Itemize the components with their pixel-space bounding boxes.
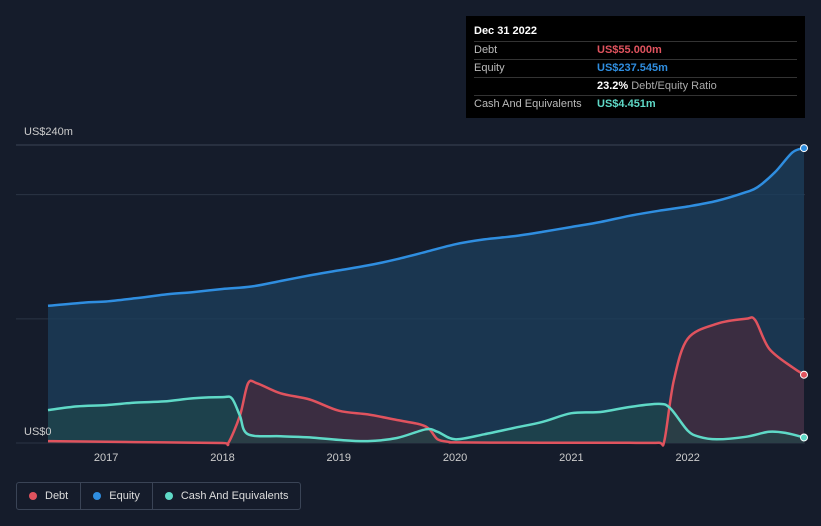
equity-end-point [800, 144, 808, 153]
equity-line [47, 146, 805, 308]
tooltip-ratio-row: 23.2% Debt/Equity Ratio [474, 78, 797, 96]
x-tick-label: 2018 [210, 452, 234, 464]
x-tick-label: 2021 [559, 452, 583, 464]
debt-area [48, 317, 804, 446]
chart-legend: Debt Equity Cash And Equivalents [16, 482, 302, 510]
x-tick-label: 2020 [443, 452, 467, 464]
tooltip-date: Dec 31 2022 [474, 24, 797, 42]
x-tick-label: 2022 [675, 452, 699, 464]
legend-cash-label: Cash And Equivalents [180, 490, 289, 502]
legend-item-cash[interactable]: Cash And Equivalents [153, 483, 301, 509]
tooltip-debt-value: US$55.000m [597, 44, 662, 56]
legend-debt-dot-icon [29, 492, 37, 500]
tooltip-ratio-value: 23.2% [597, 80, 629, 92]
series-lines [47, 144, 808, 447]
cash-area [48, 396, 804, 443]
tooltip-cash-row: Cash And Equivalents US$4.451m [474, 96, 797, 113]
legend-item-debt[interactable]: Debt [17, 483, 82, 509]
y-tick-label-bottom: US$0 [24, 426, 52, 438]
cash-line [47, 395, 805, 443]
tooltip-equity-label: Equity [474, 62, 505, 74]
tooltip-debt-label: Debt [474, 44, 498, 56]
cash-end-point [800, 433, 808, 442]
tooltip-debt-row: Debt US$55.000m [474, 42, 797, 60]
tooltip-equity-value: US$237.545m [597, 62, 668, 74]
x-tick-label: 2017 [94, 452, 118, 464]
tooltip-ratio-label: Debt/Equity Ratio [631, 80, 717, 92]
axis-labels: 2017 2018 2019 2020 2021 2022 US$240m US$0 [24, 126, 700, 464]
y-tick-label-top: US$240m [24, 126, 73, 138]
data-tooltip: Dec 31 2022 Debt US$55.000m Equity US$23… [466, 16, 805, 118]
tooltip-cash-label: Cash And Equivalents [474, 98, 582, 110]
x-tick-label: 2019 [327, 452, 351, 464]
legend-item-equity[interactable]: Equity [81, 483, 153, 509]
series-areas [48, 148, 804, 446]
legend-equity-dot-icon [93, 492, 102, 500]
equity-area [48, 148, 804, 443]
tooltip-cash-value: US$4.451m [597, 98, 656, 110]
legend-cash-dot-icon [164, 492, 173, 500]
debt-end-point [800, 370, 808, 379]
legend-debt-label: Debt [45, 490, 69, 502]
tooltip-equity-row: Equity US$237.545m [474, 60, 797, 78]
legend-equity-label: Equity [109, 490, 140, 502]
